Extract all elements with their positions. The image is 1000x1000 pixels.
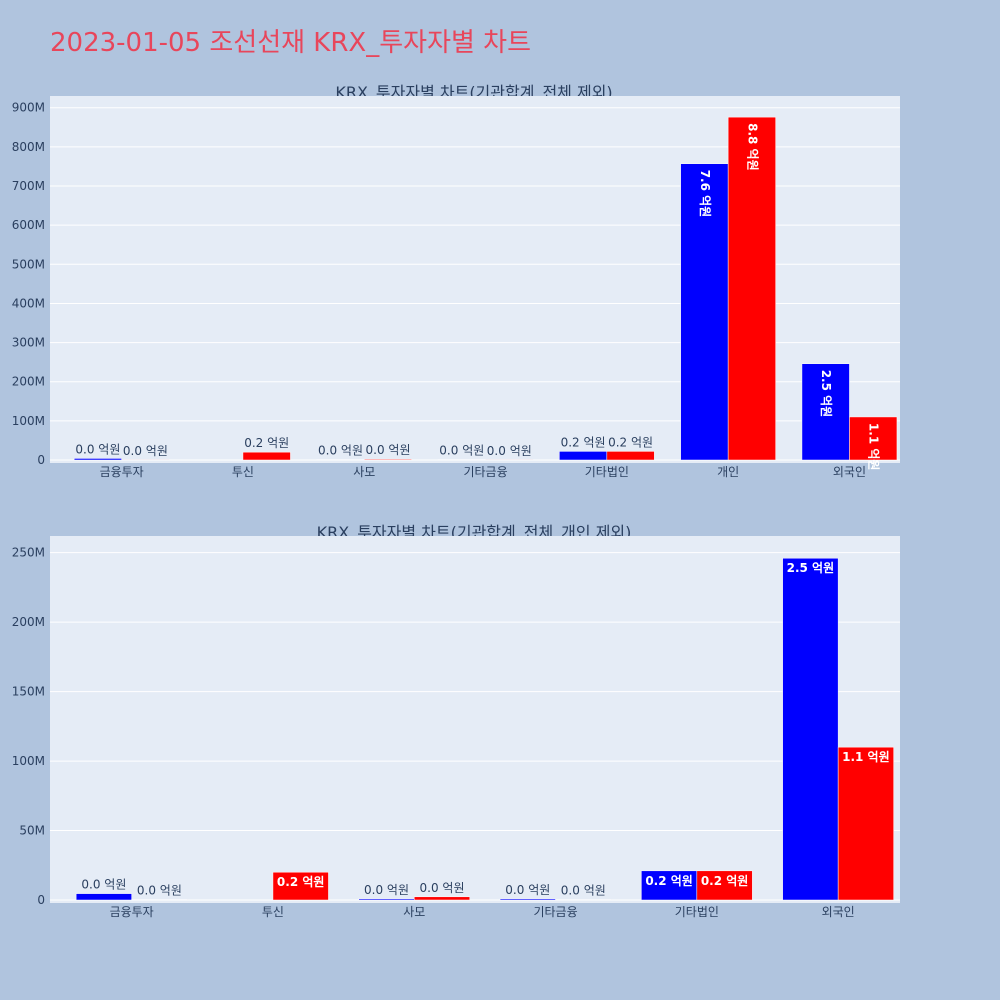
bar <box>272 871 329 901</box>
bar <box>837 746 894 901</box>
y-tick-label: 250M <box>12 546 45 560</box>
bar-label: 0.2 억원 <box>561 435 606 449</box>
y-tick-label: 50M <box>19 824 45 838</box>
bar-label: 0.0 억원 <box>81 878 126 892</box>
x-tick-label: 금융투자 <box>100 465 144 479</box>
y-tick-label: 200M <box>12 375 45 389</box>
bar-label: 0.0 억원 <box>364 883 409 897</box>
x-tick-label: 사모 <box>403 905 425 919</box>
plot-area <box>50 536 900 903</box>
y-tick-label: 150M <box>12 685 45 699</box>
x-tick-label: 개인 <box>717 465 739 479</box>
bar-label: 0.2 억원 <box>277 875 325 889</box>
bar-label: 0.0 억원 <box>561 884 606 898</box>
x-tick-label: 기타법인 <box>585 465 629 479</box>
chart-1: 0 100M 200M 300M 400M 500M 600M 700M 800M 900M 금융투… <box>12 96 900 479</box>
y-tick-label: 500M <box>12 257 45 271</box>
y-tick-label: 100M <box>12 754 45 768</box>
y-tick-label: 100M <box>12 414 45 428</box>
bar <box>364 458 412 461</box>
y-tick-label: 800M <box>12 140 45 154</box>
bar-label: 0.0 억원 <box>366 443 411 457</box>
x-tick-label: 기타금융 <box>463 465 507 479</box>
y-tick-label: 300M <box>12 336 45 350</box>
bar-label: 1.1 억원 <box>842 750 890 764</box>
x-tick-label: 기타금융 <box>533 905 577 919</box>
bar <box>727 116 776 461</box>
bar-label: 0.2 억원 <box>608 435 653 449</box>
bar-label: 2.5 억원 <box>787 561 835 575</box>
bar <box>801 363 850 461</box>
page-title: 2023-01-05 조선선재 KRX_투자자별 차트 <box>50 28 532 58</box>
bar-label: 0.0 억원 <box>123 444 168 458</box>
x-tick-label: 투신 <box>262 905 284 919</box>
bar <box>358 898 415 901</box>
bar-label: 0.2 억원 <box>244 436 289 450</box>
bar-label: 0.0 억원 <box>420 881 465 895</box>
bar-label: 1.1 억원 <box>867 423 881 471</box>
y-tick-label: 600M <box>12 218 45 232</box>
x-tick-label: 금융투자 <box>110 905 154 919</box>
bar-label: 0.0 억원 <box>487 444 532 458</box>
bar-label: 0.0 억원 <box>75 442 120 456</box>
bar-label: 0.0 억원 <box>137 884 182 898</box>
bar <box>696 870 753 901</box>
bar <box>499 898 556 901</box>
bar-label: 2.5 억원 <box>819 370 833 418</box>
x-tick-label: 기타법인 <box>675 905 719 919</box>
y-tick-label: 0 <box>37 453 45 467</box>
y-tick-label: 0 <box>37 893 45 907</box>
y-tick-label: 400M <box>12 296 45 310</box>
bar-label: 8.8 억원 <box>745 123 759 171</box>
y-tick-label: 700M <box>12 179 45 193</box>
x-tick-label: 외국인 <box>833 465 866 479</box>
bar-label: 0.0 억원 <box>439 444 484 458</box>
bar-label: 0.0 억원 <box>318 444 363 458</box>
y-tick-label: 200M <box>12 615 45 629</box>
bar <box>606 451 655 461</box>
x-tick-label: 투신 <box>232 465 254 479</box>
bar <box>75 893 132 901</box>
x-tick-label: 외국인 <box>822 905 855 919</box>
bar <box>782 557 839 901</box>
bar <box>414 896 470 901</box>
bar <box>242 451 291 461</box>
bar-label: 0.2 억원 <box>701 874 749 888</box>
bar <box>849 416 898 461</box>
bar <box>73 458 122 461</box>
bar <box>559 451 608 461</box>
bar-label: 0.0 억원 <box>505 883 550 897</box>
x-tick-label: 사모 <box>353 465 375 479</box>
bar-label: 7.6 억원 <box>698 170 712 218</box>
bar-label: 0.2 억원 <box>645 874 693 888</box>
y-tick-label: 900M <box>12 101 45 115</box>
